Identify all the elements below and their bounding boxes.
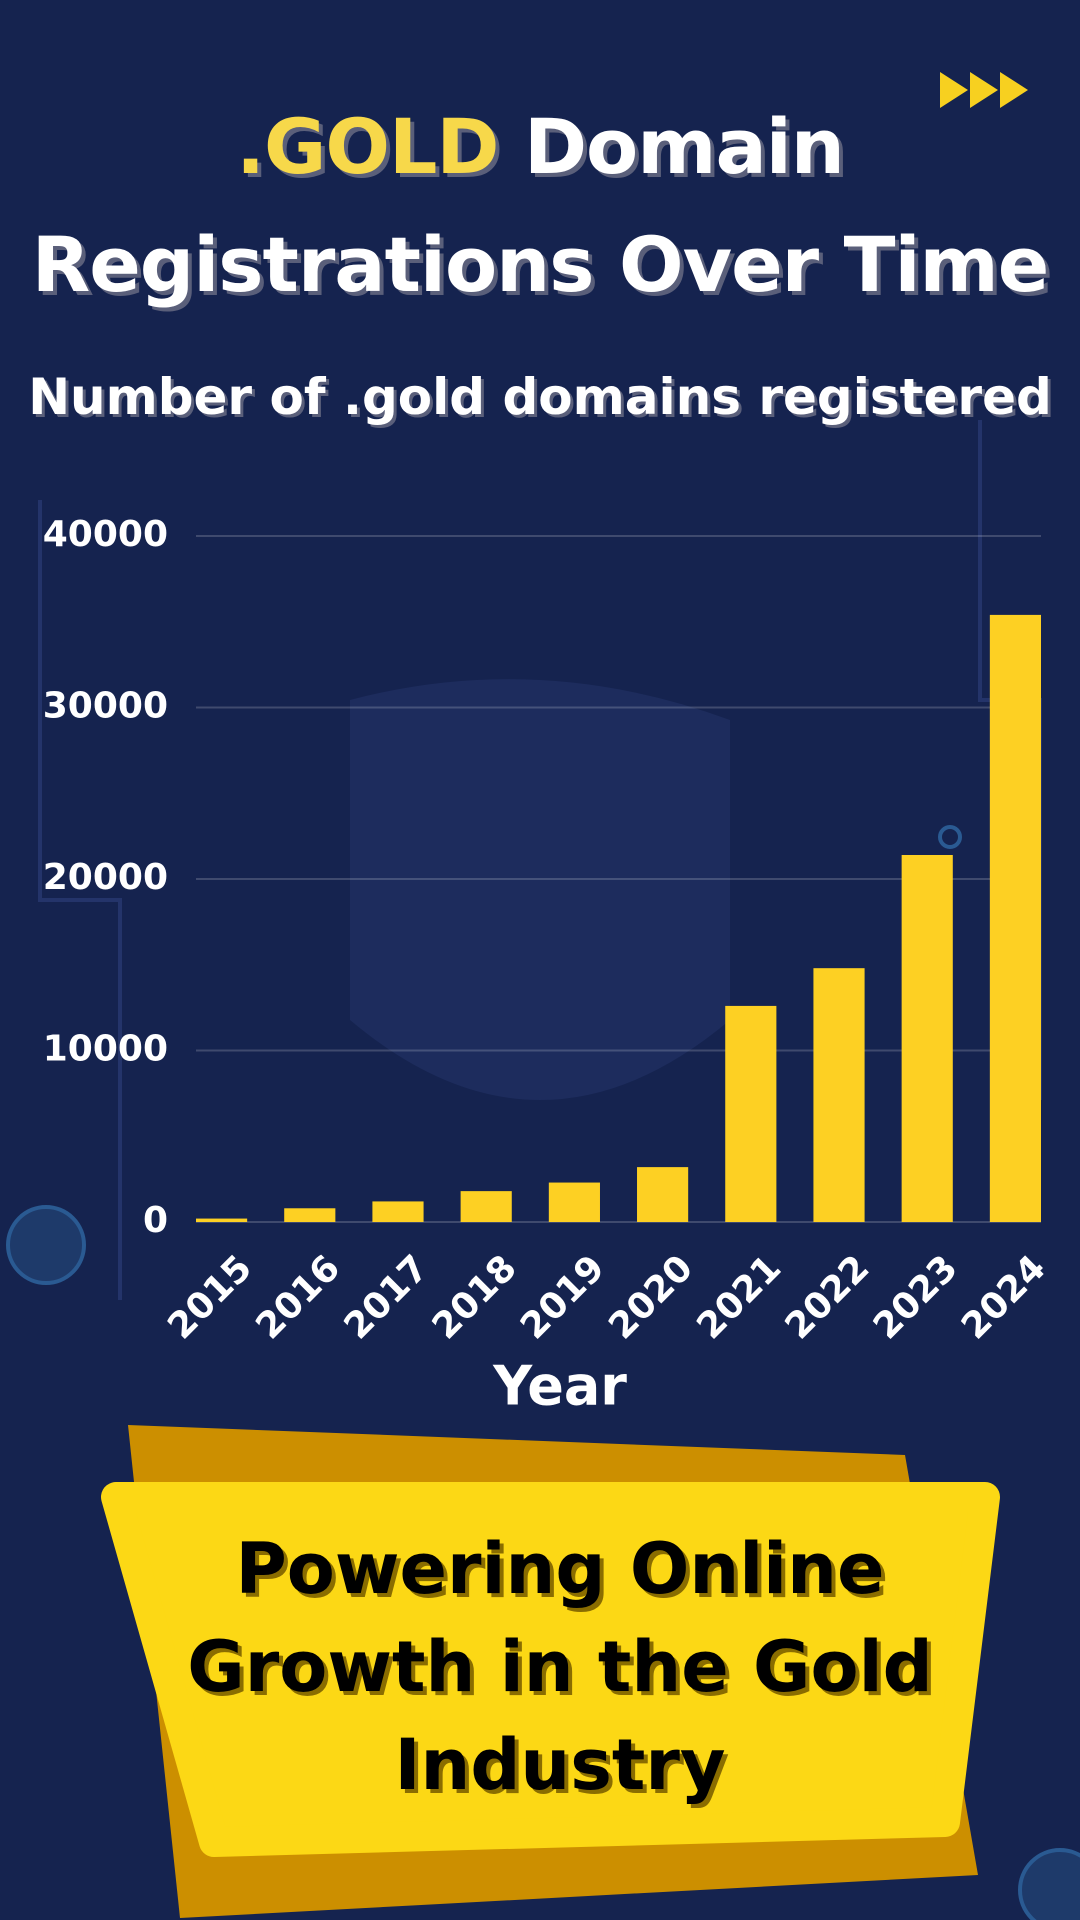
bar xyxy=(725,1005,777,1222)
x-tick-label: 2023 xyxy=(866,1247,966,1347)
y-tick-label: 40000 xyxy=(43,514,168,555)
x-axis-label: Year xyxy=(492,1355,627,1418)
bar xyxy=(901,854,953,1222)
y-tick-label: 20000 xyxy=(43,857,168,898)
bar xyxy=(196,1218,248,1222)
x-tick-label: 2022 xyxy=(778,1247,878,1347)
bar xyxy=(372,1201,424,1222)
x-tick-label: 2024 xyxy=(954,1247,1054,1347)
x-tick-label: 2017 xyxy=(337,1247,437,1347)
bar xyxy=(284,1208,336,1222)
x-tick-label: 2018 xyxy=(425,1247,525,1347)
title-highlight: .GOLD xyxy=(236,102,499,191)
bar xyxy=(989,614,1041,1222)
x-tick-label: 2015 xyxy=(160,1247,260,1347)
bar xyxy=(548,1182,600,1222)
y-tick-label: 30000 xyxy=(43,686,168,727)
banner-text: Powering Online Growth in the Gold Indus… xyxy=(187,1528,933,1806)
bar xyxy=(813,968,865,1222)
bar xyxy=(460,1191,512,1222)
x-tick-label: 2021 xyxy=(689,1247,789,1347)
x-tick-label: 2016 xyxy=(248,1247,348,1347)
y-tick-label: 0 xyxy=(143,1200,168,1241)
title-text: Domain Registrations Over Time xyxy=(31,102,1050,309)
y-tick-label: 10000 xyxy=(43,1029,168,1070)
background-decor xyxy=(6,420,1080,1920)
arrows-icon xyxy=(940,72,1028,108)
x-tick-label: 2019 xyxy=(513,1247,613,1347)
bar xyxy=(637,1167,689,1222)
x-tick-label: 2020 xyxy=(601,1247,701,1347)
chart-title: .GOLD Domain Registrations Over Time xyxy=(30,88,1050,324)
chart-subtitle: Number of .gold domains registered xyxy=(28,368,1052,426)
banner xyxy=(101,1425,1000,1918)
